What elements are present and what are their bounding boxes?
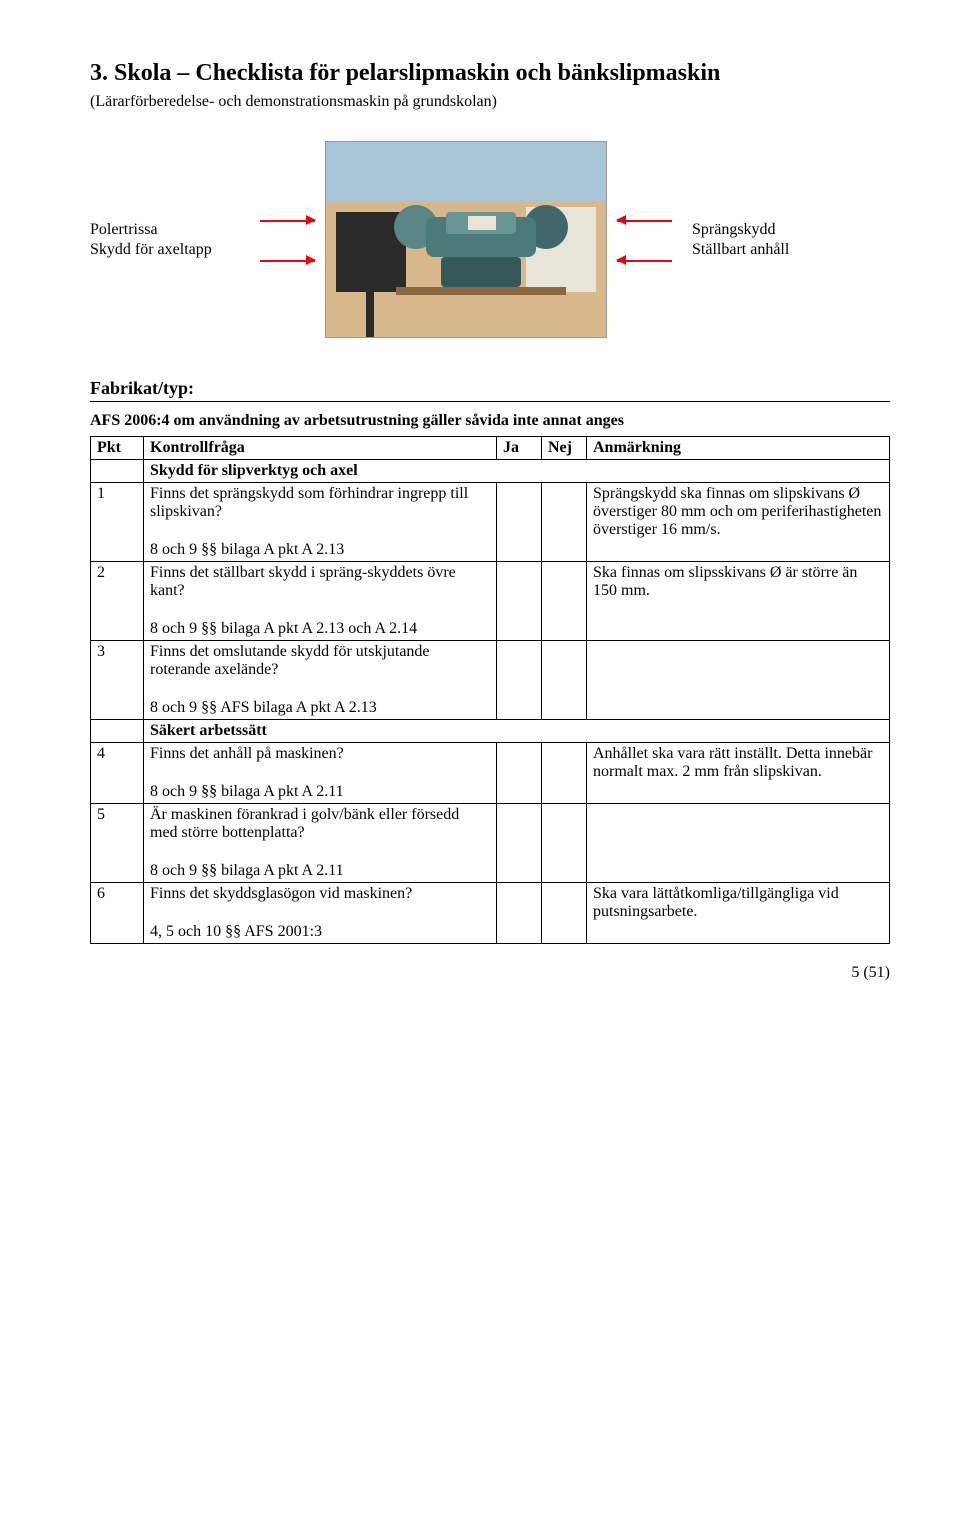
question-text: Finns det skyddsglasögon vid maskinen?: [150, 885, 412, 902]
separator: [90, 401, 890, 402]
reference-text: 8 och 9 §§ bilaga A pkt A 2.13: [150, 541, 490, 559]
section-row: Säkert arbetssätt: [91, 720, 890, 743]
question-text: Finns det ställbart skydd i spräng-skydd…: [150, 564, 456, 599]
nej-cell: [542, 483, 587, 562]
page-number: 5 (51): [90, 964, 890, 982]
arrows-left: [260, 200, 315, 280]
photo-annotation-row: Polertrissa Skydd för axeltapp Sprängsky…: [90, 141, 890, 338]
pkt-cell: 4: [91, 743, 144, 804]
label-stallbart-anhall: Ställbart anhåll: [692, 241, 852, 259]
label-polertrissa: Polertrissa: [90, 221, 250, 239]
fabrikat-label: Fabrikat/typ:: [90, 378, 890, 399]
question-cell: Är maskinen förankrad i golv/bänk eller …: [144, 804, 497, 883]
ann-cell: [587, 641, 890, 720]
arrow-icon: [260, 240, 315, 280]
ja-cell: [497, 641, 542, 720]
question-cell: Finns det ställbart skydd i spräng-skydd…: [144, 562, 497, 641]
ja-cell: [497, 804, 542, 883]
reference-text: 8 och 9 §§ bilaga A pkt A 2.11: [150, 783, 490, 801]
ann-cell: Ska vara lättåtkomliga/tillgängliga vid …: [587, 883, 890, 944]
question-text: Finns det omslutande skydd för utskjutan…: [150, 643, 430, 678]
right-labels: Sprängskydd Ställbart anhåll: [682, 221, 852, 259]
empty-cell: [91, 720, 144, 743]
section-title: Skydd för slipverktyg och axel: [144, 460, 890, 483]
question-text: Finns det anhåll på maskinen?: [150, 745, 344, 762]
page-subtitle: (Lärarförberedelse- och demonstrationsma…: [90, 93, 890, 111]
ja-cell: [497, 562, 542, 641]
table-row: 6 Finns det skyddsglasögon vid maskinen?…: [91, 883, 890, 944]
arrow-icon: [617, 240, 672, 280]
pkt-cell: 1: [91, 483, 144, 562]
label-sprangskydd: Sprängskydd: [692, 221, 852, 239]
nej-cell: [542, 743, 587, 804]
table-row: 4 Finns det anhåll på maskinen? 8 och 9 …: [91, 743, 890, 804]
pkt-cell: 2: [91, 562, 144, 641]
ann-cell: Ska finnas om slipsskivans Ø är större ä…: [587, 562, 890, 641]
ja-cell: [497, 483, 542, 562]
section-title: Säkert arbetssätt: [144, 720, 890, 743]
table-header-row: Pkt Kontrollfråga Ja Nej Anmärkning: [91, 437, 890, 460]
nej-cell: [542, 883, 587, 944]
checklist-table: Pkt Kontrollfråga Ja Nej Anmärkning Skyd…: [90, 436, 890, 944]
nej-cell: [542, 641, 587, 720]
afs-note: AFS 2006:4 om användning av arbetsutrust…: [90, 412, 890, 430]
reference-text: 8 och 9 §§ AFS bilaga A pkt A 2.13: [150, 699, 490, 717]
table-row: 2 Finns det ställbart skydd i spräng-sky…: [91, 562, 890, 641]
empty-cell: [91, 460, 144, 483]
pkt-cell: 3: [91, 641, 144, 720]
question-cell: Finns det sprängskydd som förhindrar ing…: [144, 483, 497, 562]
table-row: 1 Finns det sprängskydd som förhindrar i…: [91, 483, 890, 562]
question-cell: Finns det omslutande skydd för utskjutan…: [144, 641, 497, 720]
arrows-right: [617, 200, 672, 280]
arrow-icon: [260, 200, 315, 240]
question-cell: Finns det skyddsglasögon vid maskinen? 4…: [144, 883, 497, 944]
pkt-cell: 5: [91, 804, 144, 883]
ann-cell: Anhållet ska vara rätt inställt. Detta i…: [587, 743, 890, 804]
section-row: Skydd för slipverktyg och axel: [91, 460, 890, 483]
ann-cell: [587, 804, 890, 883]
label-skydd-axeltapp: Skydd för axeltapp: [90, 241, 250, 259]
page-title: 3. Skola – Checklista för pelarslipmaski…: [90, 60, 890, 87]
nej-cell: [542, 562, 587, 641]
col-ja: Ja: [497, 437, 542, 460]
question-text: Är maskinen förankrad i golv/bänk eller …: [150, 806, 459, 841]
ann-cell: Sprängskydd ska finnas om slipskivans Ø …: [587, 483, 890, 562]
col-nej: Nej: [542, 437, 587, 460]
reference-text: 8 och 9 §§ bilaga A pkt A 2.13 och A 2.1…: [150, 620, 490, 638]
ja-cell: [497, 743, 542, 804]
machine-photo: [325, 141, 607, 338]
col-question: Kontrollfråga: [144, 437, 497, 460]
arrow-icon: [617, 200, 672, 240]
pkt-cell: 6: [91, 883, 144, 944]
left-labels: Polertrissa Skydd för axeltapp: [90, 221, 250, 259]
question-cell: Finns det anhåll på maskinen? 8 och 9 §§…: [144, 743, 497, 804]
reference-text: 4, 5 och 10 §§ AFS 2001:3: [150, 923, 490, 941]
nej-cell: [542, 804, 587, 883]
reference-text: 8 och 9 §§ bilaga A pkt A 2.11: [150, 862, 490, 880]
col-pkt: Pkt: [91, 437, 144, 460]
col-ann: Anmärkning: [587, 437, 890, 460]
table-row: 5 Är maskinen förankrad i golv/bänk elle…: [91, 804, 890, 883]
ja-cell: [497, 883, 542, 944]
table-row: 3 Finns det omslutande skydd för utskjut…: [91, 641, 890, 720]
question-text: Finns det sprängskydd som förhindrar ing…: [150, 485, 468, 520]
